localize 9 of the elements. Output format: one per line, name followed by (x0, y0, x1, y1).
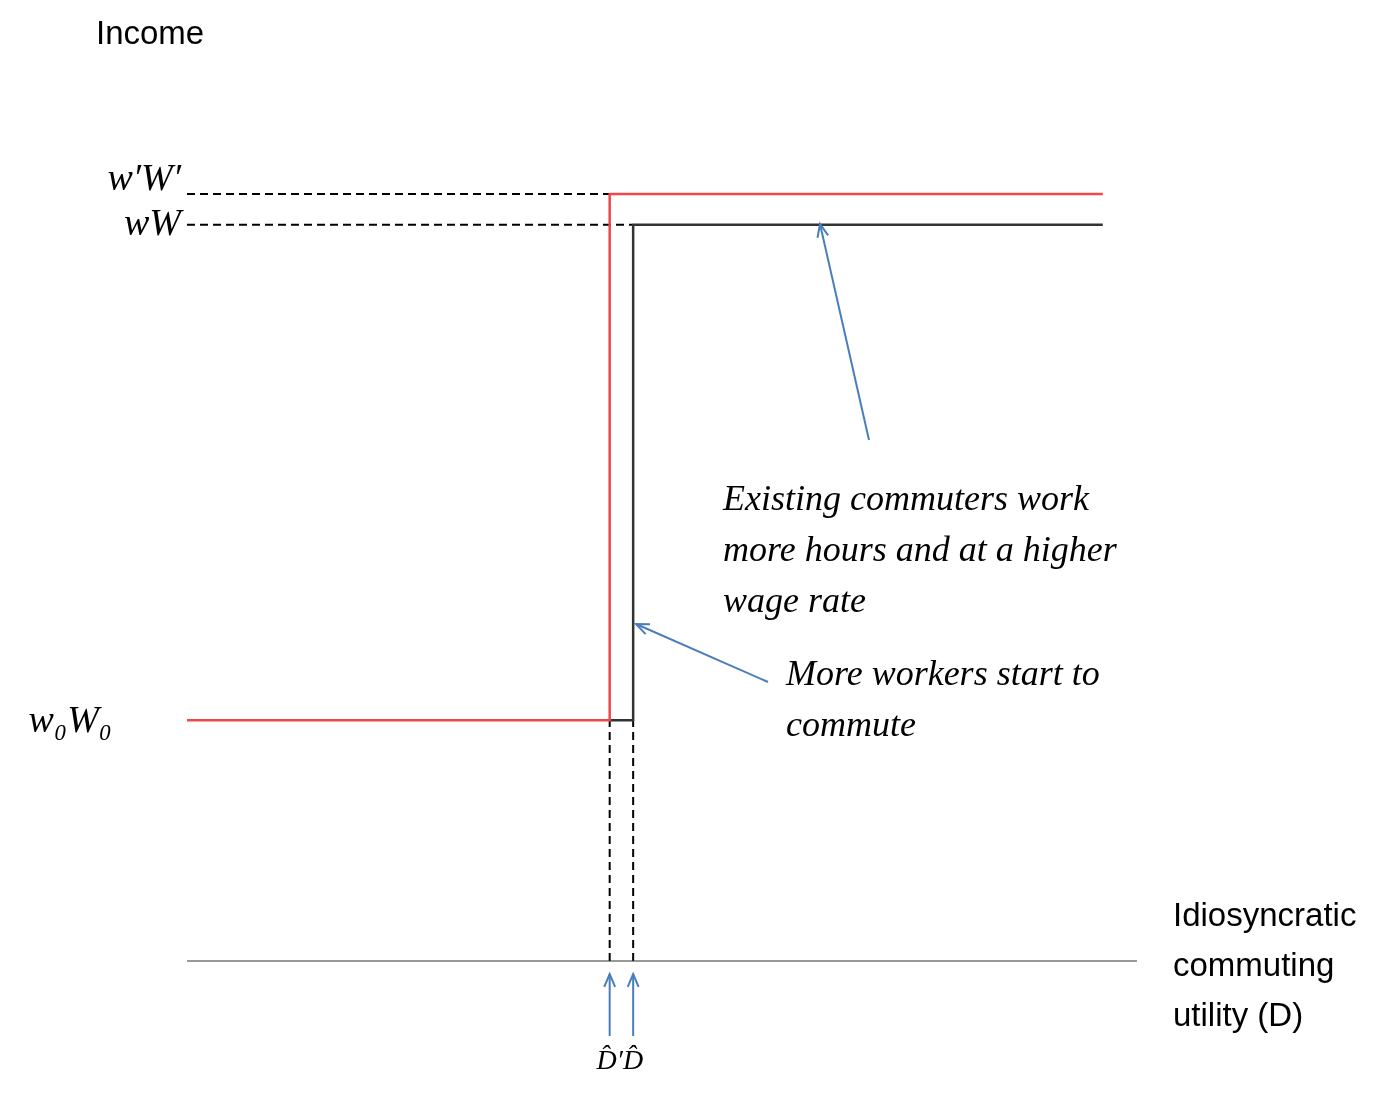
x-axis-title: Idiosyncratic commuting utility (D) (1173, 895, 1358, 1035)
x-tick-label: D̂ (622, 1043, 644, 1075)
ref-line-label: wW (124, 200, 185, 243)
x-tick-label: D̂′ (595, 1043, 624, 1075)
annotation: Existing commuters work more hours and at a higher wage rate (723, 477, 1118, 622)
text: w₀W₀ (28, 698, 112, 741)
y-axis-title: Income (96, 14, 205, 51)
ref-line-label: w′W′ (107, 156, 182, 198)
annotation: More workers start to commute (786, 652, 1101, 746)
